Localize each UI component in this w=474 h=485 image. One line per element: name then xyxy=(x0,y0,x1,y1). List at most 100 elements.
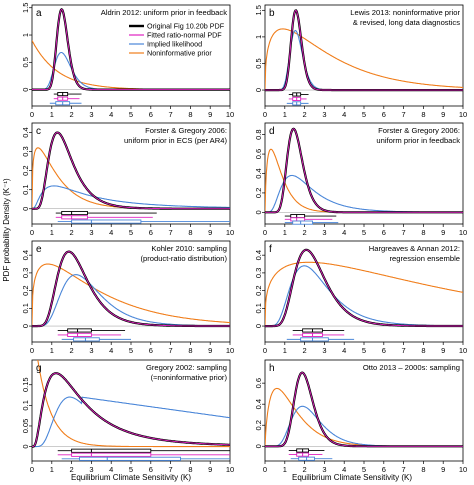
x-tick-label: 2 xyxy=(70,228,74,237)
x-tick-label: 4 xyxy=(109,465,113,474)
panel-title-line: Forster & Gregory 2006: xyxy=(145,126,227,135)
panel-f: 0 1 2 3 4 5 6 7 8 9 10 0 0.1 0.2 0.3 0.4 f Hargreaves & A… xyxy=(254,240,467,355)
x-tick-label: 3 xyxy=(322,110,326,119)
x-tick-label: 6 xyxy=(382,465,386,474)
x-tick-label: 6 xyxy=(382,110,386,119)
x-tick-label: 9 xyxy=(208,465,212,474)
box-iqr-likelihood xyxy=(300,337,329,342)
x-tick-label: 9 xyxy=(441,465,445,474)
panel-title-line: (≈noninformative prior) xyxy=(151,373,228,382)
x-tick-label: 10 xyxy=(226,228,234,237)
series-fitted-line xyxy=(32,251,230,327)
box-iqr-likelihood xyxy=(71,219,142,224)
y-tick-label: 0.2 xyxy=(254,285,263,295)
x-tick-label: 7 xyxy=(402,346,406,355)
y-tick-label: 0.6 xyxy=(254,149,263,159)
x-tick-label: 2 xyxy=(303,228,307,237)
x-tick-label: 5 xyxy=(362,110,366,119)
y-tick-label: 0 xyxy=(21,324,30,328)
series-likelihood-line xyxy=(265,405,463,447)
panel-letter: d xyxy=(269,126,275,137)
legend-label: Implied likelihood xyxy=(147,40,202,49)
x-tick-label: 0 xyxy=(263,228,267,237)
x-tick-label: 8 xyxy=(421,110,425,119)
x-tick-label: 10 xyxy=(459,346,467,355)
series-prior-line xyxy=(37,360,230,448)
x-tick-label: 8 xyxy=(421,228,425,237)
panel-title-line: Otto 2013 – 2000s: sampling xyxy=(363,363,460,372)
y-tick-label: 0.05 xyxy=(21,419,30,434)
x-tick-label: 2 xyxy=(303,110,307,119)
x-tick-label: 5 xyxy=(362,346,366,355)
x-tick-label: 0 xyxy=(263,465,267,474)
panel-title-line: Hargreaves & Annan 2012: xyxy=(369,244,460,253)
x-tick-label: 8 xyxy=(188,346,192,355)
series-fitted-line xyxy=(32,8,230,91)
y-tick-label: 0.1 xyxy=(21,400,30,410)
panel-title-line: & revised, long data diagnostics xyxy=(353,18,460,27)
panel-title-line: uniform prior in feedback xyxy=(376,136,460,145)
x-tick-label: 10 xyxy=(226,110,234,119)
x-tick-label: 7 xyxy=(402,228,406,237)
x-tick-label: 2 xyxy=(70,346,74,355)
box-iqr-fitted xyxy=(71,452,152,457)
y-tick-label: 0.2 xyxy=(254,188,263,198)
x-tick-label: 4 xyxy=(109,346,113,355)
y-tick-label: 0.6 xyxy=(254,378,263,388)
x-tick-label: 4 xyxy=(342,110,346,119)
x-tick-label: 9 xyxy=(441,110,445,119)
box-iqr-fitted xyxy=(290,217,306,222)
series-prior-line xyxy=(265,28,463,90)
x-tick-label: 2 xyxy=(303,465,307,474)
panel-g: 0 1 2 3 4 5 6 7 8 9 10 0 0.05 0.1 0.15 g Gregory 2002: s… xyxy=(21,359,234,474)
series-prior-line xyxy=(32,147,230,210)
y-tick-label: 0.15 xyxy=(21,377,30,392)
x-tick-label: 10 xyxy=(459,228,467,237)
x-tick-label: 3 xyxy=(322,346,326,355)
x-tick-label: 7 xyxy=(402,110,406,119)
y-tick-label: 0.3 xyxy=(21,146,30,156)
y-tick-label: 0.2 xyxy=(21,285,30,295)
panel-e: 0 1 2 3 4 5 6 7 8 9 10 0 0.1 0.2 0.3 0.4 e Kohler 2010: s… xyxy=(21,240,234,355)
x-tick-label: 7 xyxy=(402,465,406,474)
x-tick-label: 1 xyxy=(50,465,54,474)
x-tick-label: 9 xyxy=(441,228,445,237)
y-tick-label: 0.2 xyxy=(21,165,30,175)
x-tick-label: 1 xyxy=(283,346,287,355)
x-tick-label: 4 xyxy=(342,465,346,474)
box-iqr-original xyxy=(290,214,306,219)
panel-letter: b xyxy=(269,8,275,19)
x-tick-label: 10 xyxy=(226,465,234,474)
figure-xlabel-right: Equilibrium Climate Sensitivity (K) xyxy=(292,473,412,482)
x-tick-label: 7 xyxy=(169,228,173,237)
panel-letter: e xyxy=(36,244,42,255)
x-tick-label: 7 xyxy=(169,110,173,119)
panel-letter: g xyxy=(36,363,42,374)
box-iqr-original xyxy=(61,210,88,216)
y-tick-label: 0.1 xyxy=(254,303,263,313)
series-likelihood-line xyxy=(32,396,230,448)
series-fitted-line xyxy=(265,9,463,91)
x-tick-label: 4 xyxy=(109,110,113,119)
y-tick-label: 0.4 xyxy=(254,399,263,409)
x-tick-label: 5 xyxy=(362,465,366,474)
series-fitted-line xyxy=(265,128,463,213)
x-tick-label: 6 xyxy=(149,346,153,355)
y-tick-label: 1 xyxy=(21,33,30,37)
series-prior-line xyxy=(265,148,463,213)
panel-title-line: Lewis 2013: noninformative prior xyxy=(350,8,460,17)
box-iqr-likelihood xyxy=(73,337,100,342)
x-tick-label: 6 xyxy=(149,465,153,474)
x-tick-label: 5 xyxy=(362,228,366,237)
series-likelihood-line xyxy=(32,51,230,91)
x-tick-label: 8 xyxy=(421,465,425,474)
y-tick-label: 0.1 xyxy=(21,303,30,313)
series-fitted-line xyxy=(265,249,463,327)
x-tick-label: 6 xyxy=(149,228,153,237)
x-tick-label: 5 xyxy=(129,228,133,237)
y-tick-label: 0 xyxy=(21,88,30,92)
x-tick-label: 4 xyxy=(109,228,113,237)
x-tick-label: 3 xyxy=(322,465,326,474)
panel-h: 0 1 2 3 4 5 6 7 8 9 10 0 0.2 0.4 0.6 h Otto 2013 – 2000s… xyxy=(254,359,467,474)
